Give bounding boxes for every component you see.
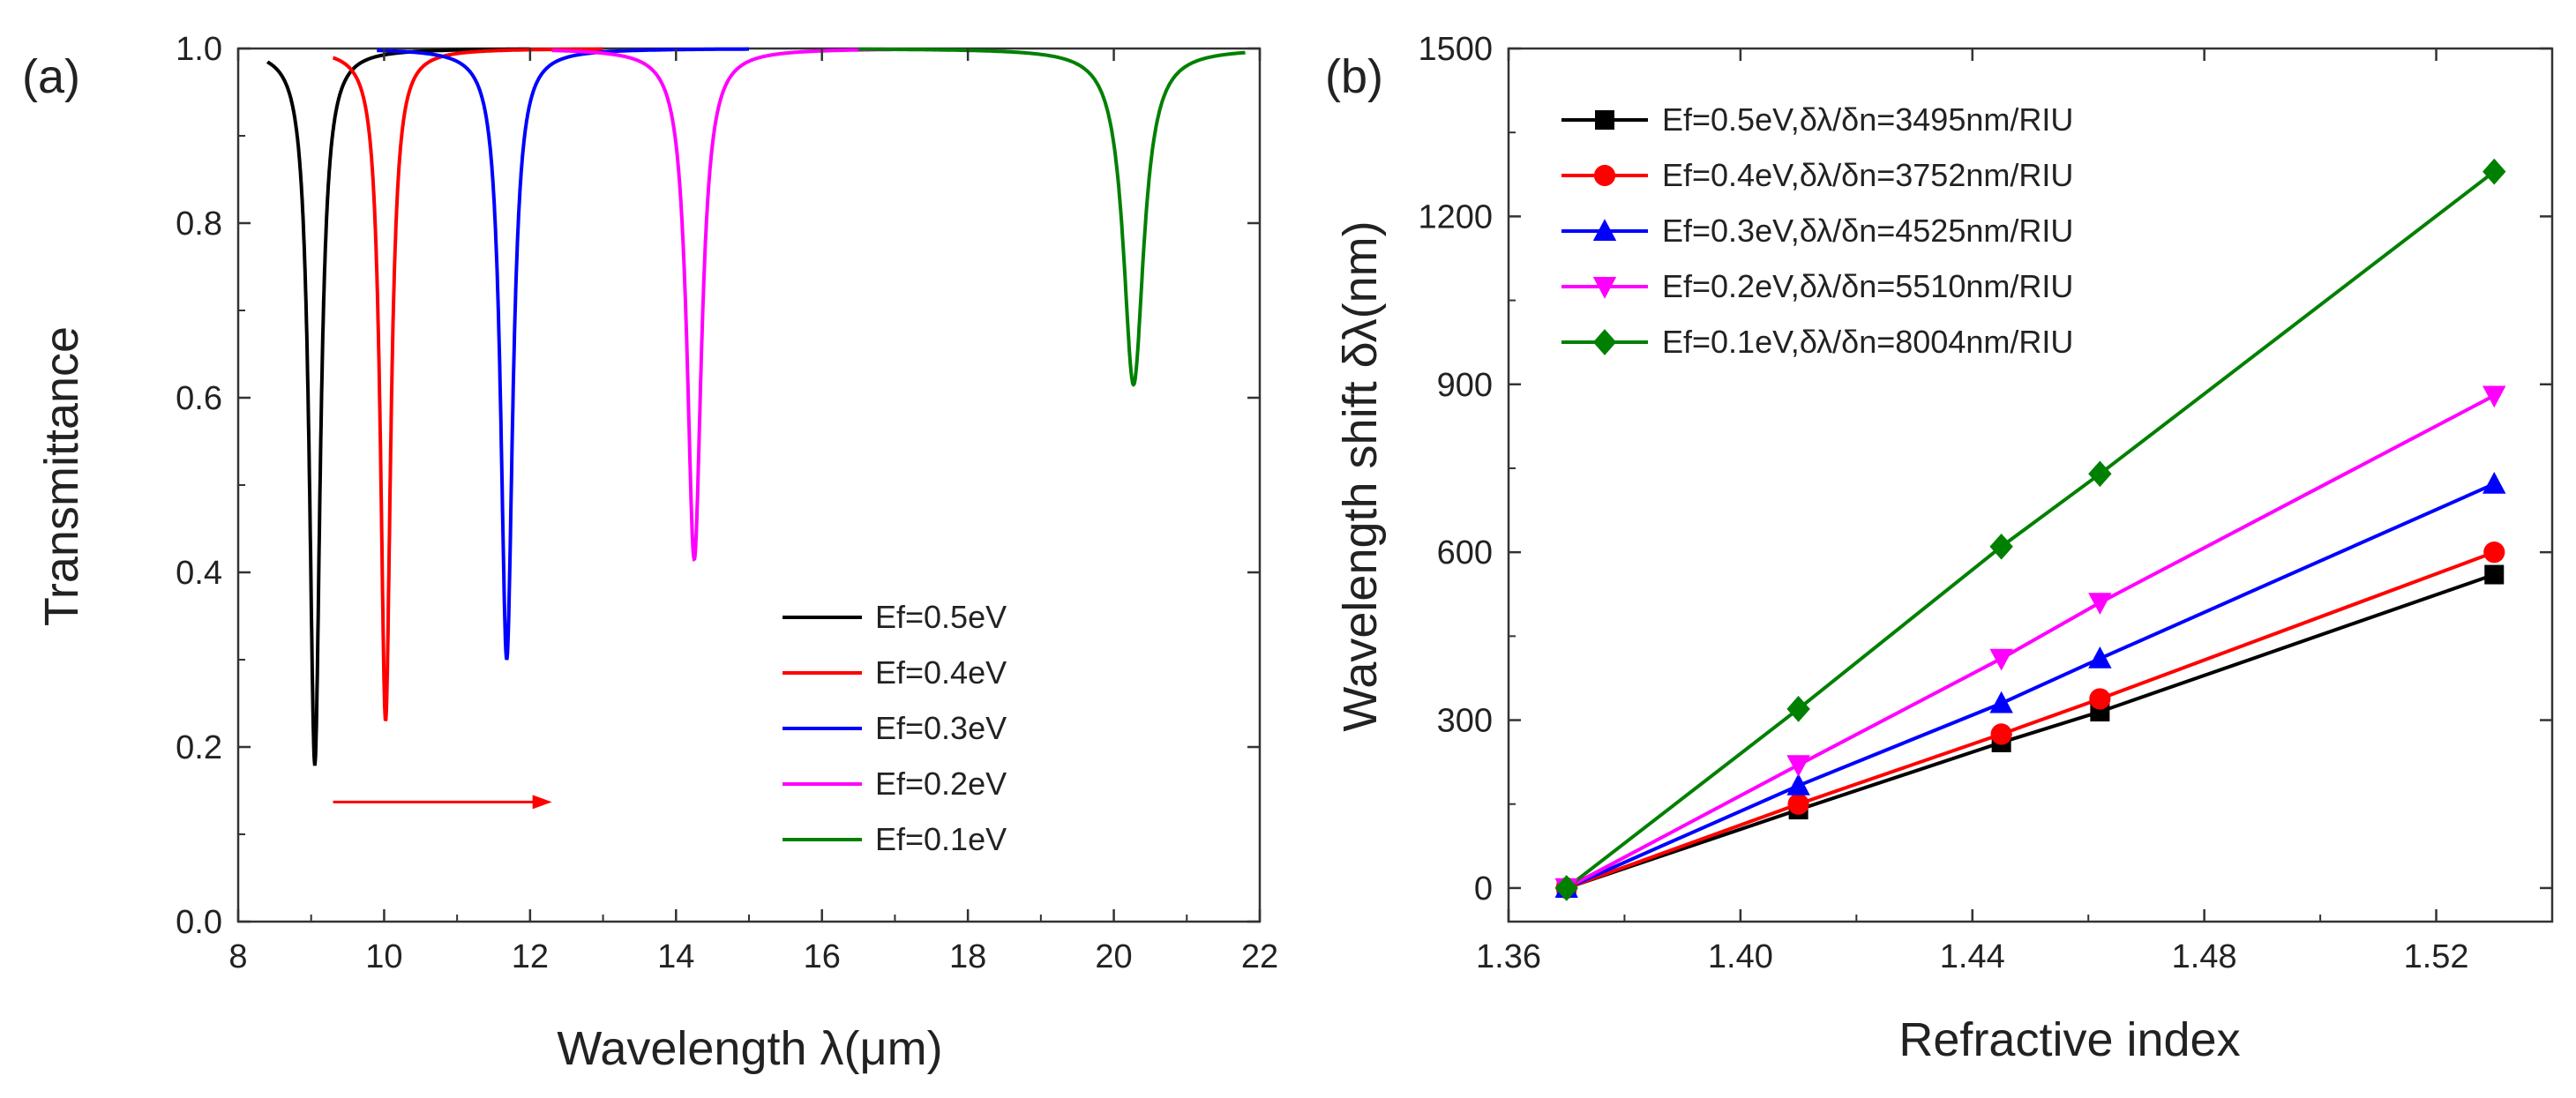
panel-b-series-line <box>1565 482 2496 890</box>
panel-a-y-ticks: 0.0 0.2 0.4 0.6 0.8 1.0 <box>176 31 1260 941</box>
panel-a-legend-label: Ef=0.1eV <box>875 821 1007 857</box>
panel-b-legend-label: Ef=0.3eV,δλ/δn=4525nm/RIU <box>1662 213 2073 249</box>
panel-b-data-point <box>2482 471 2506 494</box>
panel-a-x-tick-label: 10 <box>365 938 402 975</box>
panel-b-x-tick-label: 1.52 <box>2404 938 2469 975</box>
panel-b-data-point <box>2482 385 2506 408</box>
panel-b-x-ticks: 1.36 1.40 1.44 1.48 1.52 <box>1476 49 2469 975</box>
panel-b-data-point <box>1787 793 1809 815</box>
panel-a-x-tick-label: 14 <box>657 938 694 975</box>
panel-b-x-tick-label: 1.48 <box>2172 938 2237 975</box>
panel-b-data-point <box>2089 688 2111 710</box>
panel-a-x-tick-label: 16 <box>804 938 841 975</box>
panel-a-x-ticks: 8 10 12 14 16 18 20 22 <box>228 49 1278 975</box>
panel-a-y-tick-label: 0.8 <box>176 205 222 243</box>
panel-a-legend-label: Ef=0.2eV <box>875 766 1007 802</box>
panel-a-legend-label: Ef=0.5eV <box>875 599 1007 635</box>
panel-a-series-line <box>333 47 603 721</box>
panel-b-y-tick-label: 1200 <box>1418 198 1493 235</box>
panel-a-series-line <box>377 47 749 661</box>
panel-a-x-tick-label: 12 <box>512 938 549 975</box>
panel-b-x-tick-label: 1.44 <box>1940 938 2005 975</box>
panel-a-legend-label: Ef=0.4eV <box>875 654 1007 691</box>
panel-b-x-axis-title: Refractive index <box>1898 1013 2240 1066</box>
panel-a-legend-label: Ef=0.3eV <box>875 710 1007 746</box>
panel-a-series-line <box>551 48 895 562</box>
panel-b-data-point <box>2483 542 2505 564</box>
panel-a-legend: Ef=0.5eV Ef=0.4eV Ef=0.3eV Ef=0.2eV Ef=0.1eV <box>783 599 1007 857</box>
panel-b: (b) 1.36 1.40 1.44 1.48 1.52 030060090012001… <box>1325 31 2554 1066</box>
panel-b-data-point <box>1989 648 2013 671</box>
panel-b-legend-marker <box>1592 329 1617 355</box>
panel-b-data-point <box>2484 564 2505 585</box>
panel-b-y-tick-label: 600 <box>1437 534 1493 571</box>
panel-a-y-tick-label: 1.0 <box>176 31 222 68</box>
panel-b-legend-label: Ef=0.5eV,δλ/δn=3495nm/RIU <box>1662 101 2073 138</box>
panel-b-y-axis-title: Wavelength shift δλ(nm) <box>1334 220 1387 731</box>
panel-b-legend-marker <box>1593 164 1616 187</box>
panel-b-y-tick-label: 300 <box>1437 703 1493 740</box>
panel-a-y-tick-label: 0.4 <box>176 555 222 592</box>
panel-b-data-point <box>1990 723 2012 745</box>
panel-b-legend-marker <box>1595 110 1614 130</box>
panel-b-label: (b) <box>1325 50 1383 103</box>
panel-a-shift-arrowhead <box>532 795 552 810</box>
panel-b-legend-label: Ef=0.4eV,δλ/δn=3752nm/RIU <box>1662 157 2073 193</box>
panel-b-y-tick-label: 900 <box>1437 367 1493 404</box>
panel-b-y-ticks: 0 300 600 900 1200 1500 <box>1418 31 2552 908</box>
panel-a-plot-area <box>236 47 1262 923</box>
panel-b-series-line <box>1566 550 2495 890</box>
panel-b-legend-label: Ef=0.1eV,δλ/δn=8004nm/RIU <box>1662 324 2073 360</box>
panel-b-data-point <box>2088 460 2112 488</box>
panel-b-data-point <box>1786 773 1810 795</box>
panel-b-legend-label: Ef=0.2eV,δλ/δn=5510nm/RIU <box>1662 268 2073 304</box>
panel-a: (a) 8 10 12 14 16 18 20 22 0.0 0.2 0.4 0.6 0.8 1.0 E… <box>22 31 1278 1075</box>
panel-b-frame <box>1507 47 2554 923</box>
panel-a-x-tick-label: 20 <box>1095 938 1132 975</box>
panel-a-y-tick-label: 0.6 <box>176 380 222 417</box>
panel-b-data-point <box>1989 533 2013 560</box>
panel-a-y-tick-label: 0.0 <box>176 904 222 941</box>
panel-b-data-point <box>1554 875 1578 901</box>
panel-a-label: (a) <box>22 50 80 103</box>
panel-a-y-axis-title: Transmittance <box>35 326 88 626</box>
panel-b-data-point <box>2088 646 2112 669</box>
panel-b-y-tick-label: 0 <box>1474 870 1493 908</box>
panel-b-data-point <box>1786 755 1810 778</box>
panel-b-legend: Ef=0.5eV,δλ/δn=3495nm/RIU Ef=0.4eV,δλ/δn=… <box>1561 101 2073 360</box>
panel-a-x-axis-title: Wavelength λ(μm) <box>557 1022 942 1075</box>
panel-b-plot-area <box>1507 47 2554 923</box>
panel-a-y-tick-label: 0.2 <box>176 729 222 766</box>
panel-b-data-point <box>1989 691 2013 713</box>
panel-a-x-tick-label: 22 <box>1241 938 1278 975</box>
panel-b-x-tick-label: 1.36 <box>1476 938 1541 975</box>
panel-b-data-point <box>2088 593 2112 616</box>
panel-b-data-point <box>2482 158 2506 185</box>
panel-b-legend-marker <box>1592 219 1617 241</box>
panel-a-x-tick-label: 18 <box>949 938 986 975</box>
panel-b-series-line <box>1566 572 2495 890</box>
panel-b-x-tick-label: 1.40 <box>1708 938 1773 975</box>
panel-b-y-tick-label: 1500 <box>1418 31 1493 68</box>
panel-b-data-point <box>1786 695 1810 722</box>
panel-b-legend-marker <box>1592 277 1617 299</box>
panel-a-series-line <box>858 47 1246 387</box>
panel-a-x-tick-label: 8 <box>228 938 247 975</box>
panel-b-series-line <box>1565 393 2496 890</box>
